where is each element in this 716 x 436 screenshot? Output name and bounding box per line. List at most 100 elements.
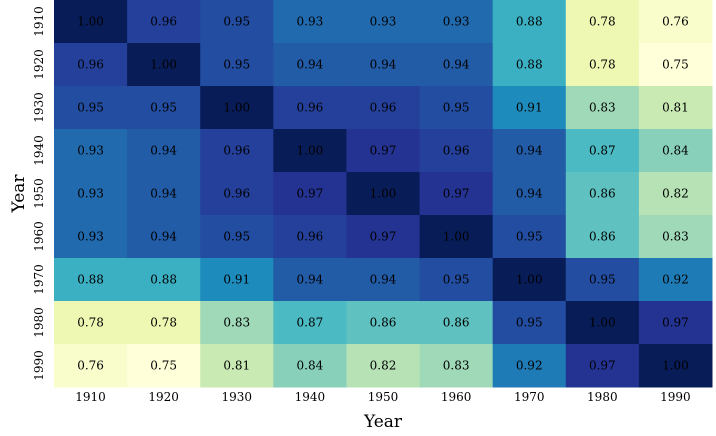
cell-value-label-1930-1960: 0.95	[443, 101, 470, 115]
cell-value-label-1910-1980: 0.78	[589, 15, 616, 29]
cell-value-label-1920-1980: 0.78	[589, 58, 616, 72]
y-tick-1930: 1930	[32, 92, 46, 123]
x-tick-1940: 1940	[295, 390, 326, 404]
x-axis-label: Year	[363, 412, 403, 432]
cell-value-label-1970-1950: 0.94	[370, 273, 397, 287]
y-tick-1940: 1940	[32, 135, 46, 166]
heatmap-cell-1980-1950	[346, 301, 421, 345]
cell-value-label-1950-1990: 0.82	[662, 187, 689, 201]
cell-value-label-1920-1920: 1.00	[150, 58, 177, 72]
x-tick-1990: 1990	[660, 390, 691, 404]
cell-value-label-1950-1960: 0.97	[443, 187, 470, 201]
y-tick-1990: 1990	[32, 350, 46, 381]
cell-value-label-1930-1990: 0.81	[662, 101, 689, 115]
heatmap-cell-1930-1990	[638, 86, 713, 130]
cell-value-label-1970-1910: 0.88	[77, 273, 104, 287]
heatmap-cell-1930-1980	[565, 86, 640, 130]
cell-value-label-1910-1950: 0.93	[370, 15, 397, 29]
x-tick-1930: 1930	[222, 390, 253, 404]
heatmap-cell-1970-1950	[346, 258, 421, 302]
heatmap-cell-1920-1980	[565, 43, 640, 87]
heatmap-cell-1960-1940	[273, 215, 347, 259]
heatmap-cell-1910-1950	[346, 0, 421, 44]
heatmap-cell-1980-1990	[638, 301, 713, 345]
cell-value-label-1960-1980: 0.86	[589, 230, 616, 244]
cell-value-label-1940-1920: 0.94	[150, 144, 177, 158]
heatmap-cell-1970-1960	[419, 258, 494, 302]
cell-value-label-1980-1980: 1.00	[589, 316, 616, 330]
cell-value-label-1910-1920: 0.96	[150, 15, 177, 29]
x-tick-1970: 1970	[514, 390, 545, 404]
cell-value-label-1940-1970: 0.94	[516, 144, 543, 158]
heatmap-cell-1940-1940	[273, 129, 347, 173]
cell-value-label-1910-1970: 0.88	[516, 15, 543, 29]
y-tick-1920: 1920	[32, 49, 46, 80]
cell-value-label-1990-1910: 0.76	[77, 359, 104, 373]
cell-value-label-1960-1940: 0.96	[297, 230, 324, 244]
heatmap-cell-1970-1940	[273, 258, 347, 302]
heatmap-cell-1990-1920	[127, 344, 201, 388]
cell-value-label-1960-1990: 0.83	[662, 230, 689, 244]
cell-value-label-1950-1980: 0.86	[589, 187, 616, 201]
heatmap-cell-1970-1990	[638, 258, 713, 302]
cell-value-label-1990-1940: 0.84	[297, 359, 324, 373]
cell-value-label-1990-1980: 0.97	[589, 359, 616, 373]
cell-value-label-1940-1990: 0.84	[662, 144, 689, 158]
heatmap-cell-1960-1970	[492, 215, 567, 259]
heatmap-cell-1940-1990	[638, 129, 713, 173]
x-tick-1950: 1950	[368, 390, 399, 404]
heatmap-cell-1930-1910	[54, 86, 128, 130]
heatmap-cell-1940-1910	[54, 129, 128, 173]
cell-value-label-1950-1910: 0.93	[77, 187, 104, 201]
heatmap-cell-1940-1970	[492, 129, 567, 173]
cell-value-label-1990-1960: 0.83	[443, 359, 470, 373]
heatmap-cell-1910-1960	[419, 0, 494, 44]
cell-value-label-1910-1990: 0.76	[662, 15, 689, 29]
heatmap-cell-1960-1960	[419, 215, 494, 259]
heatmap-cell-1940-1920	[127, 129, 201, 173]
cell-value-label-1980-1950: 0.86	[370, 316, 397, 330]
heatmap-cell-1950-1960	[419, 172, 494, 216]
cell-value-label-1950-1940: 0.97	[297, 187, 324, 201]
x-tick-labels: 1910 1920 1930 1940 1950 1960 1970 1980 1990	[75, 390, 690, 404]
cell-value-label-1920-1990: 0.75	[662, 58, 689, 72]
heatmap-cell-1980-1970	[492, 301, 567, 345]
cell-value-label-1940-1980: 0.87	[589, 144, 616, 158]
heatmap-cell-1950-1920	[127, 172, 201, 216]
heatmap-cell-1930-1930	[200, 86, 274, 130]
heatmap-cell-1960-1920	[127, 215, 201, 259]
heatmap-cell-1910-1980	[565, 0, 640, 44]
y-tick-1970: 1970	[32, 264, 46, 295]
cell-value-label-1970-1980: 0.95	[589, 273, 616, 287]
heatmap-cell-1950-1990	[638, 172, 713, 216]
cell-value-label-1970-1920: 0.88	[150, 273, 177, 287]
cell-value-label-1960-1970: 0.95	[516, 230, 543, 244]
heatmap-cell-1960-1910	[54, 215, 128, 259]
heatmap-cell-1960-1930	[200, 215, 274, 259]
cell-value-label-1950-1970: 0.94	[516, 187, 543, 201]
cell-value-label-1980-1910: 0.78	[77, 316, 104, 330]
x-tick-1920: 1920	[148, 390, 179, 404]
cell-value-label-1930-1950: 0.96	[370, 101, 397, 115]
cell-value-label-1980-1920: 0.78	[150, 316, 177, 330]
cell-value-label-1940-1960: 0.96	[443, 144, 470, 158]
heatmap-cell-1920-1920	[127, 43, 201, 87]
heatmap-cell-1920-1970	[492, 43, 567, 87]
heatmap-cell-1990-1960	[419, 344, 494, 388]
cell-value-label-1990-1990: 1.00	[662, 359, 689, 373]
cell-value-label-1970-1960: 0.95	[443, 273, 470, 287]
cell-value-label-1950-1950: 1.00	[370, 187, 397, 201]
heatmap-cell-1960-1980	[565, 215, 640, 259]
heatmap-cell-1940-1960	[419, 129, 494, 173]
cell-value-label-1920-1950: 0.94	[370, 58, 397, 72]
heatmap-cell-1950-1950	[346, 172, 421, 216]
cell-value-label-1950-1930: 0.96	[223, 187, 250, 201]
y-tick-labels: 1910 1920 1930 1940 1950 1960 1970 1980 1990	[32, 6, 46, 381]
y-tick-1980: 1980	[32, 307, 46, 338]
cell-value-label-1970-1940: 0.94	[297, 273, 324, 287]
x-tick-1960: 1960	[441, 390, 472, 404]
heatmap-cell-1950-1930	[200, 172, 274, 216]
cell-value-label-1960-1910: 0.93	[77, 230, 104, 244]
heatmap-cell-1970-1930	[200, 258, 274, 302]
cell-value-label-1990-1970: 0.92	[516, 359, 543, 373]
